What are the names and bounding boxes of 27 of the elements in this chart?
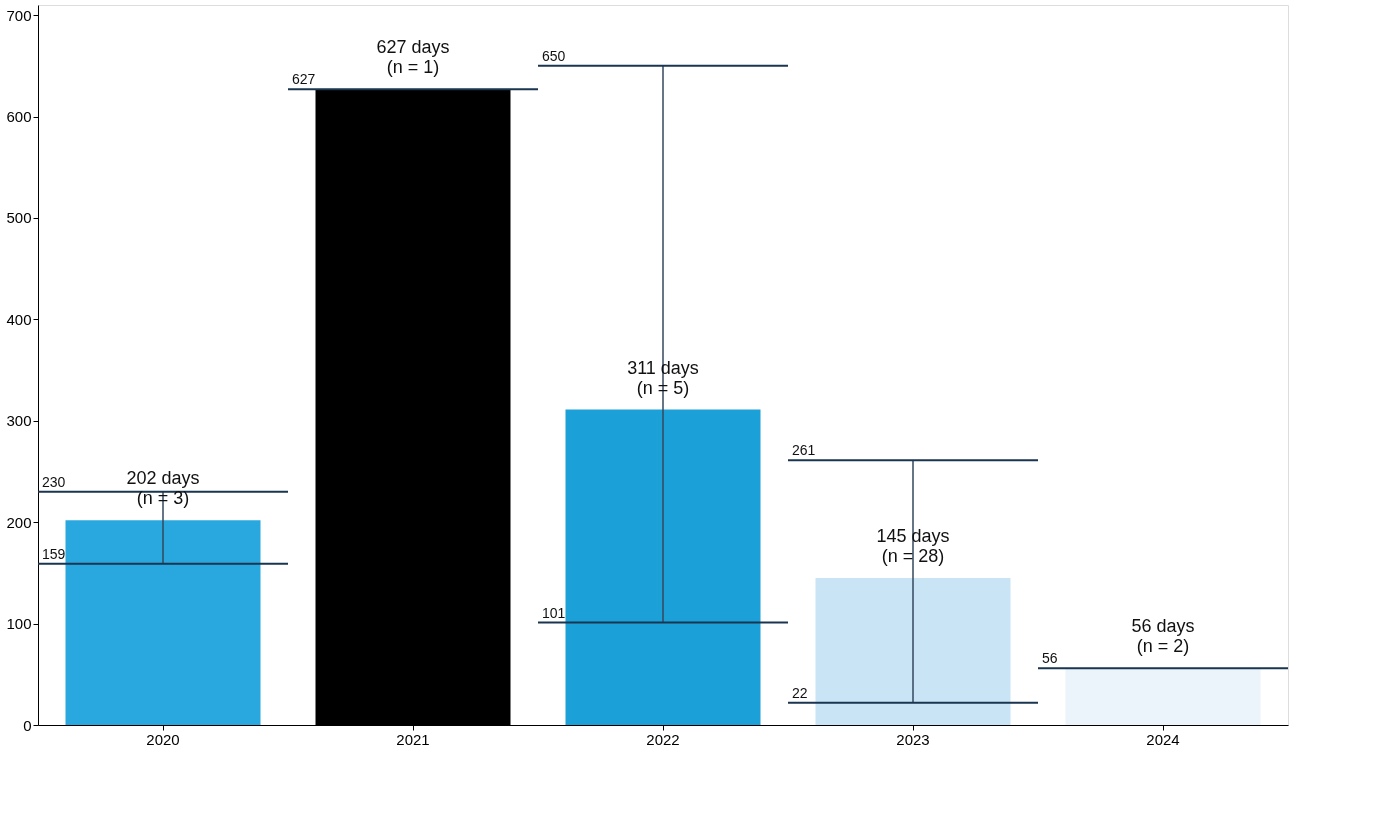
annotation: 627 (292, 71, 316, 88)
data-label: 56 days (n = 2) (1131, 616, 1195, 657)
y-tick-label: 300 (6, 412, 32, 430)
x-tick-label: 2024 (1146, 730, 1180, 748)
x-tick-label: 2021 (396, 730, 430, 748)
annotation: 56 (1042, 650, 1058, 667)
y-tick-label: 200 (6, 513, 32, 531)
annotation: 230 (42, 473, 66, 490)
y-tick-label: 100 (6, 615, 32, 633)
bar (815, 577, 1011, 725)
y-tick-label: 700 (6, 6, 32, 24)
bar (565, 409, 761, 725)
bar (65, 520, 261, 725)
data-label: 627 days (n = 1) (376, 37, 450, 78)
annotation: 101 (542, 604, 566, 621)
annotation: 159 (42, 545, 66, 562)
x-tick-label: 2022 (646, 730, 680, 748)
y-tick-label: 600 (6, 108, 32, 126)
annotation: 650 (542, 47, 566, 64)
x-tick-label: 2023 (896, 730, 930, 748)
y-tick-label: 500 (6, 209, 32, 227)
annotation: 22 (792, 684, 808, 701)
y-tick-label: 0 (23, 716, 32, 734)
annotation: 261 (792, 442, 816, 459)
x-tick-label: 2020 (146, 730, 180, 748)
bar (1065, 668, 1261, 725)
y-tick-label: 400 (6, 310, 32, 328)
